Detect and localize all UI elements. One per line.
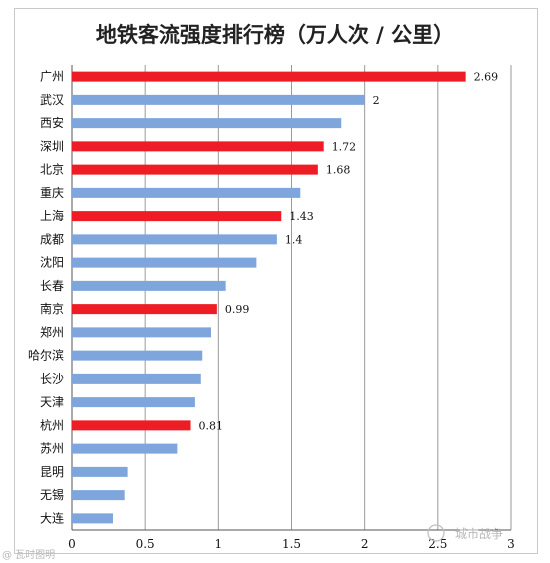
data-label: 0.81	[199, 419, 224, 432]
category-label: 西安	[40, 115, 64, 130]
category-label: 北京	[40, 163, 64, 177]
watermark-corner: @ 瓦时图明	[2, 549, 55, 561]
bar	[72, 490, 125, 501]
category-label: 哈尔滨	[28, 348, 64, 363]
category-label: 杭州	[40, 417, 64, 432]
bar	[72, 118, 342, 129]
category-label: 上海	[40, 208, 64, 223]
wechat-icon	[427, 524, 445, 542]
category-label: 重庆	[40, 186, 64, 200]
data-label: 2	[373, 94, 380, 107]
category-label: 天津	[40, 395, 64, 409]
bar	[72, 397, 195, 408]
bar	[72, 327, 212, 338]
category-label: 成都	[40, 232, 64, 246]
watermark-source: 城市战争	[455, 526, 503, 541]
data-label: 0.99	[225, 303, 250, 316]
x-tick-label: 1	[215, 537, 223, 551]
category-label: 广州	[40, 70, 64, 84]
bar	[72, 420, 191, 431]
bar	[72, 280, 226, 291]
bar	[72, 187, 301, 198]
bar	[72, 513, 113, 524]
data-label: 1.68	[326, 164, 351, 177]
bar	[72, 71, 466, 82]
chart-title: 地铁客流强度排行榜（万人次 / 公里）	[96, 23, 454, 47]
category-label: 长春	[40, 279, 64, 293]
data-label: 2.69	[474, 71, 499, 84]
bar	[72, 164, 318, 175]
data-label: 1.4	[285, 233, 303, 246]
bar	[72, 141, 324, 152]
bar	[72, 466, 128, 477]
bar	[72, 443, 178, 454]
x-tick-label: 0	[68, 537, 76, 551]
category-label: 沈阳	[40, 255, 64, 270]
bar	[72, 350, 203, 361]
category-label: 无锡	[40, 487, 64, 502]
category-label: 南京	[40, 301, 64, 316]
data-label: 1.72	[332, 140, 357, 153]
bar	[72, 234, 277, 245]
data-label: 1.43	[289, 210, 314, 223]
category-label: 深圳	[40, 139, 64, 153]
category-label: 大连	[40, 510, 64, 525]
x-tick-label: 3	[507, 537, 515, 551]
category-label: 长沙	[40, 372, 64, 386]
x-tick-label: 0.5	[136, 537, 155, 551]
category-label: 武汉	[40, 93, 64, 107]
category-label: 昆明	[40, 465, 64, 479]
x-tick-label: 2	[361, 537, 369, 551]
bar	[72, 211, 282, 222]
bar	[72, 94, 365, 105]
x-tick-label: 1.5	[282, 537, 301, 551]
category-label: 苏州	[40, 442, 64, 456]
bar	[72, 257, 257, 268]
category-label: 郑州	[40, 324, 64, 339]
bar	[72, 373, 201, 384]
bar	[72, 304, 217, 315]
